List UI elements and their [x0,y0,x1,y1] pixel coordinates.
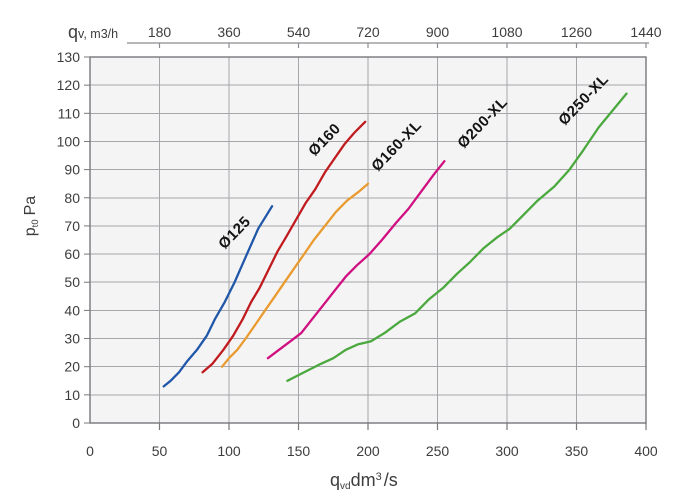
y-tick-label: 60 [64,246,80,262]
top-tick-label: 1440 [630,24,661,40]
y-axis-title: pt0Pa [22,196,41,237]
top-tick-label: 360 [217,24,241,40]
y-tick-label: 130 [57,49,81,65]
bottom-tick-label: 250 [426,443,450,459]
curve-Ø160-XL [220,182,370,368]
bottom-tick-label: 200 [356,443,380,459]
y-tick-label: 110 [58,105,81,121]
y-tick-label: 20 [64,359,80,375]
bottom-tick-label: 300 [495,443,519,459]
curve-Ø160 [201,120,367,374]
y-tick-label: 70 [64,218,80,234]
bottom-tick-label: 400 [634,443,658,459]
y-tick-label: 120 [57,77,81,93]
y-tick-label: 10 [64,387,80,403]
y-tick-label: 30 [64,331,80,347]
top-tick-label: 540 [287,24,311,40]
top-tick-label: 1080 [491,24,522,40]
bottom-tick-label: 0 [86,443,94,459]
bottom-axis-title: qvddm3/s [330,470,398,492]
top-axis-title: qv, m3/h [68,22,118,42]
bottom-tick-label: 150 [287,443,311,459]
bottom-tick-label: 350 [565,443,589,459]
y-tick-label: 100 [57,133,81,149]
curve-Ø250-XL [286,92,628,382]
top-tick-label: 180 [148,24,172,40]
y-tick-label: 50 [64,274,80,290]
y-tick-label: 90 [64,162,80,178]
bottom-tick-label: 50 [152,443,168,459]
y-tick-label: 0 [72,415,80,431]
top-tick-label: 720 [356,24,380,40]
y-tick-label: 40 [64,302,80,318]
curve-Ø125 [162,205,274,388]
top-tick-label: 900 [426,24,450,40]
top-tick-label: 1260 [561,24,592,40]
bottom-tick-label: 100 [217,443,241,459]
y-tick-label: 80 [64,190,80,206]
curve-Ø200-XL [266,160,446,360]
